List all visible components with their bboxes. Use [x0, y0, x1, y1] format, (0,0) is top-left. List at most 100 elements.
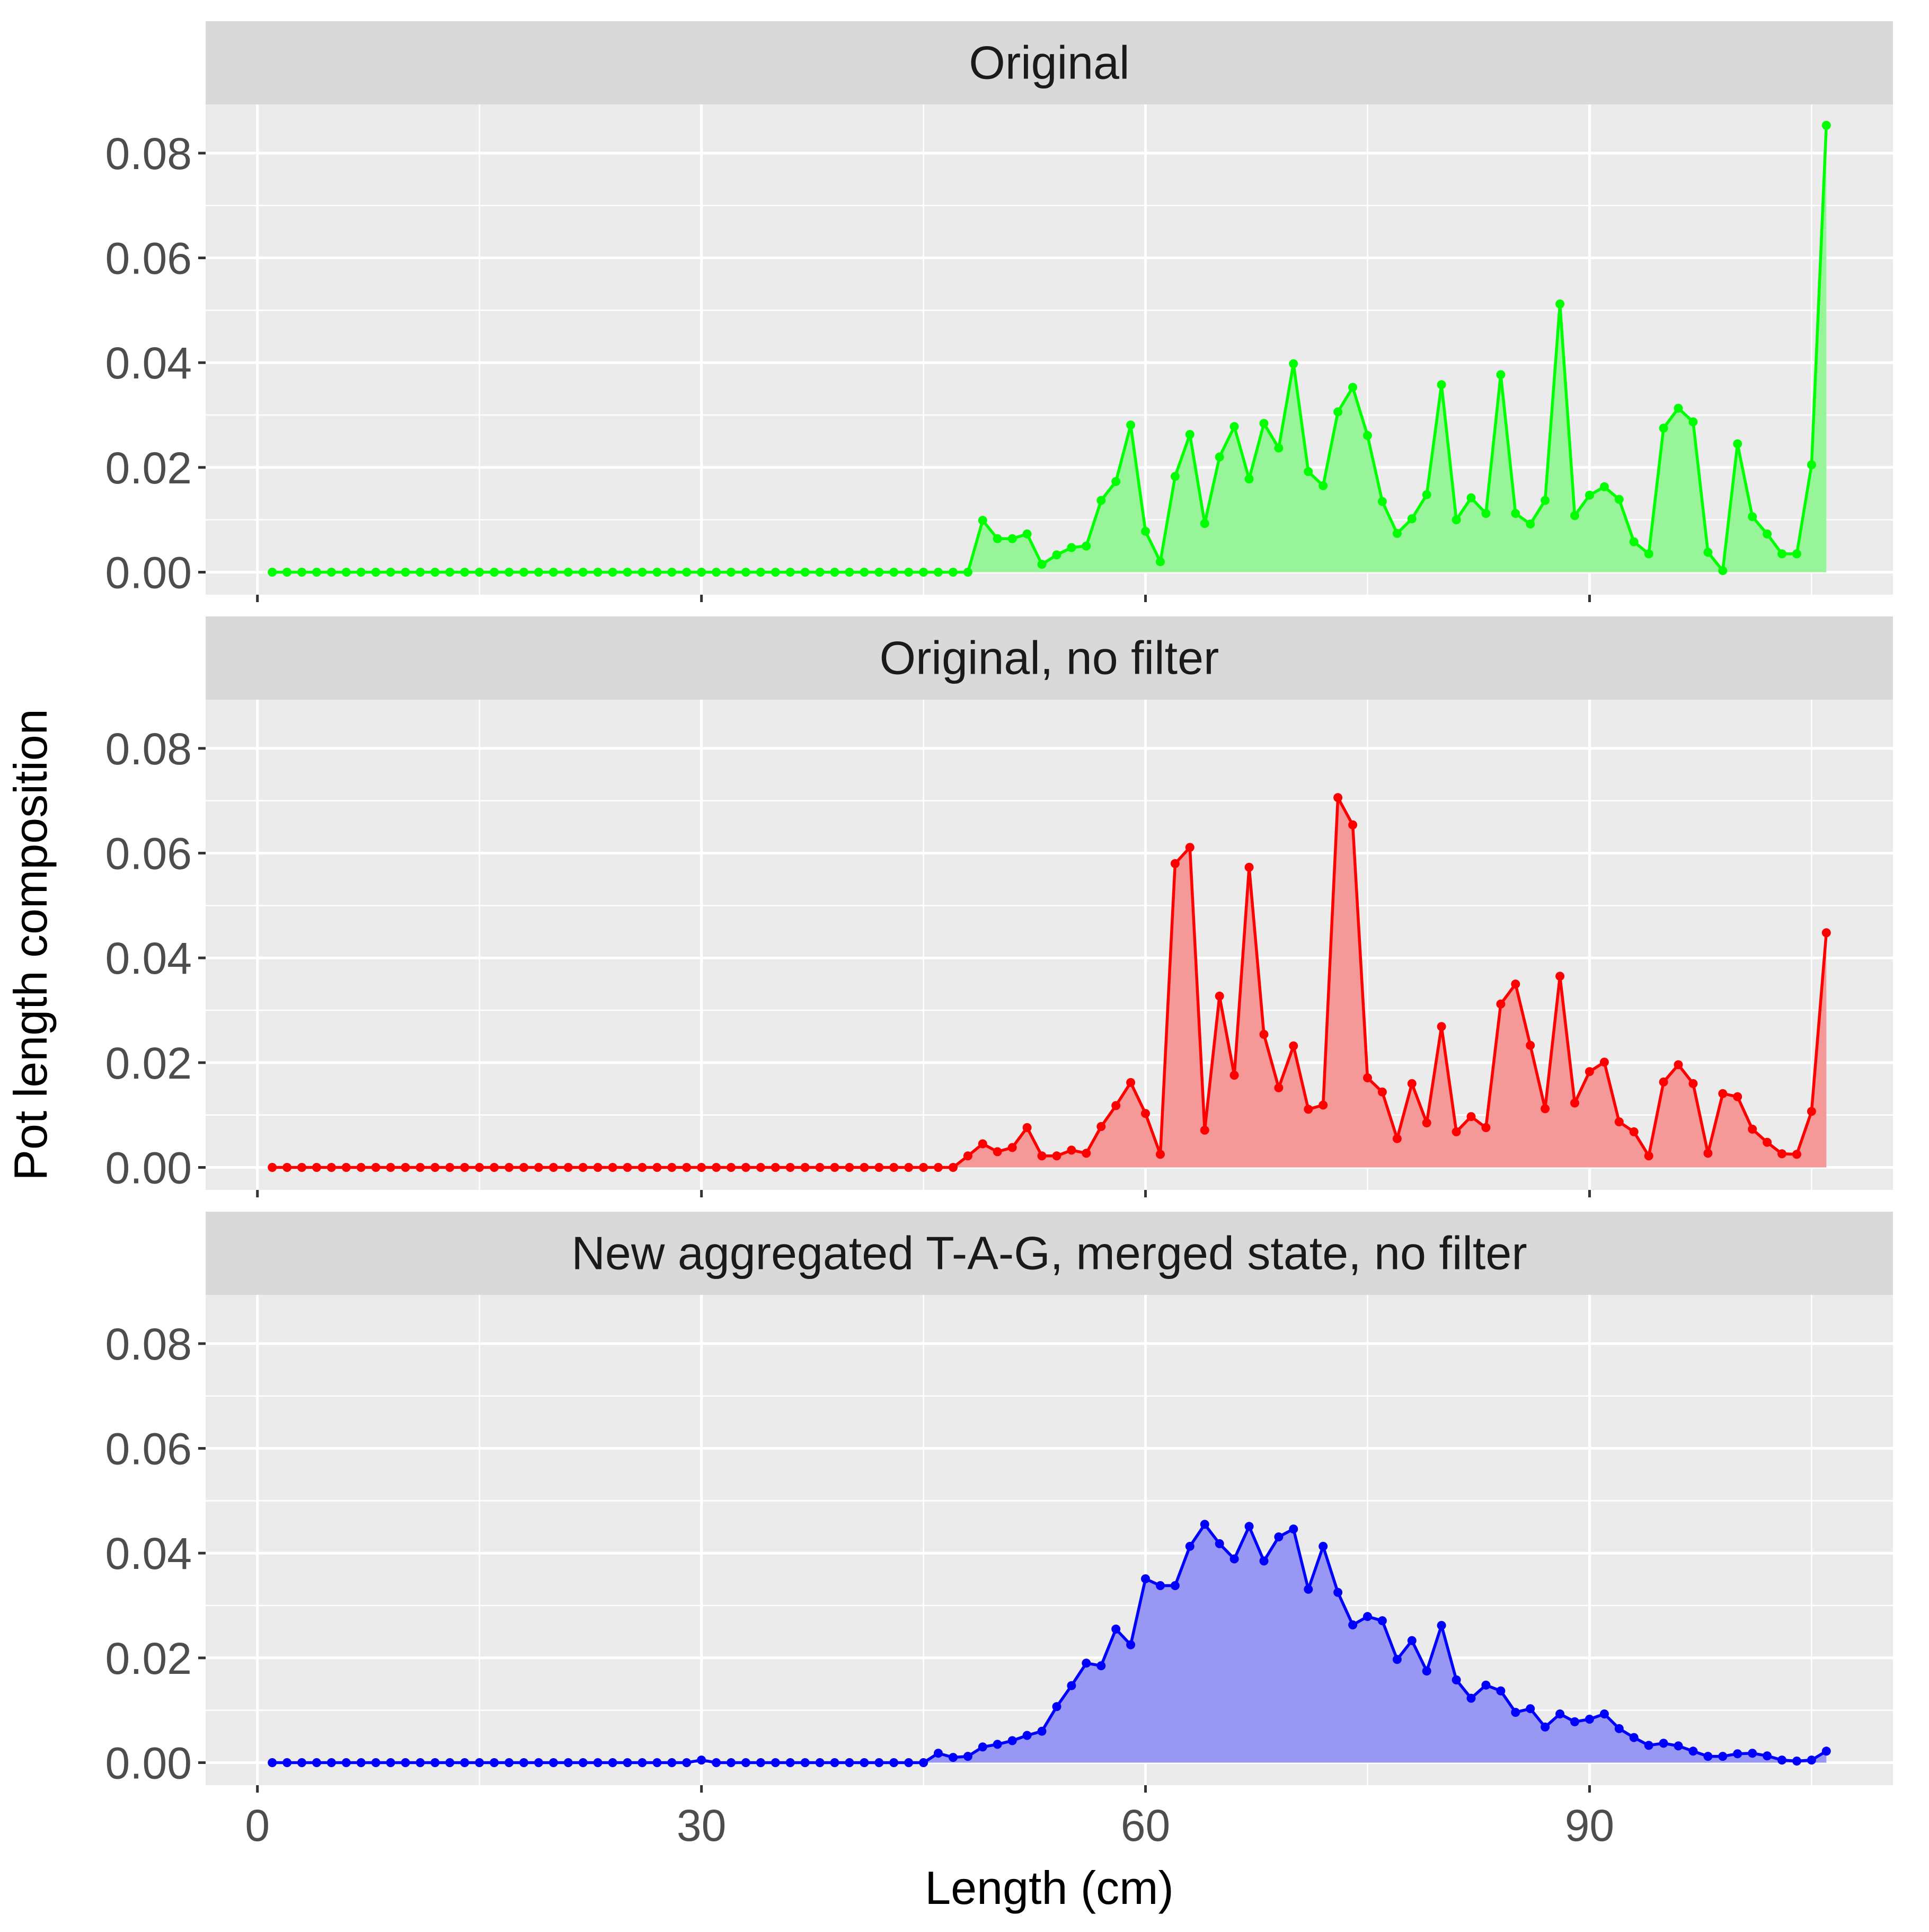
data-point	[963, 568, 972, 577]
data-point	[1215, 991, 1224, 1001]
data-point	[1777, 549, 1786, 559]
data-point	[771, 1163, 780, 1172]
data-point	[1718, 1752, 1728, 1761]
data-point	[697, 568, 706, 577]
data-point	[1763, 1751, 1772, 1761]
data-point	[1022, 1123, 1032, 1132]
data-point	[1156, 1581, 1165, 1590]
series-line	[272, 796, 1828, 1169]
data-point	[401, 1758, 410, 1767]
data-point	[371, 568, 381, 577]
data-point	[1496, 370, 1506, 380]
data-point	[1052, 550, 1061, 560]
data-point	[1007, 1736, 1017, 1745]
data-point	[1792, 1757, 1801, 1766]
data-point	[1096, 1122, 1106, 1131]
data-point	[1156, 1150, 1165, 1159]
data-point	[652, 1758, 662, 1767]
data-point	[1170, 1581, 1180, 1590]
data-point	[889, 568, 899, 577]
data-point	[1644, 1151, 1653, 1161]
data-point	[800, 1163, 810, 1172]
data-point	[1526, 1704, 1535, 1714]
data-point	[445, 1758, 455, 1767]
data-point	[490, 1163, 499, 1172]
data-point	[1511, 1708, 1520, 1717]
data-point	[1141, 1574, 1150, 1584]
data-point	[1377, 1087, 1387, 1097]
data-point	[282, 1163, 292, 1172]
data-point	[1763, 1137, 1772, 1147]
data-point	[919, 1758, 928, 1767]
data-point	[1526, 519, 1535, 529]
data-point	[993, 1147, 1002, 1157]
data-point	[1170, 859, 1180, 868]
data-point	[1333, 407, 1343, 417]
data-point	[1377, 497, 1387, 506]
data-point	[1555, 972, 1565, 981]
data-point	[1082, 1149, 1091, 1158]
panel-strip-title: Original	[969, 37, 1129, 89]
data-point	[1614, 1117, 1624, 1126]
data-point	[1185, 1541, 1194, 1551]
data-point	[638, 1163, 647, 1172]
data-point	[652, 1163, 662, 1172]
data-point	[1674, 1060, 1683, 1070]
data-point	[800, 1758, 810, 1767]
data-point	[1452, 1675, 1461, 1684]
data-point	[1392, 1134, 1402, 1143]
data-point	[1096, 496, 1106, 505]
data-point	[505, 568, 514, 577]
data-point	[1599, 482, 1609, 491]
data-point	[1629, 1733, 1639, 1742]
data-point	[1289, 359, 1298, 368]
data-point	[593, 1758, 603, 1767]
y-tick-label: 0.06	[105, 1424, 192, 1474]
data-point	[401, 1163, 410, 1172]
data-point	[371, 1758, 381, 1767]
data-point	[667, 568, 677, 577]
data-point	[341, 568, 351, 577]
data-point	[1437, 380, 1446, 390]
data-point	[978, 1742, 987, 1752]
y-tick-label: 0.08	[105, 129, 192, 179]
data-point	[1377, 1616, 1387, 1626]
data-point	[1082, 1658, 1091, 1668]
panel-background	[206, 104, 1893, 595]
data-point	[297, 568, 306, 577]
data-point	[1126, 1640, 1136, 1649]
data-point	[919, 568, 928, 577]
data-point	[1614, 1724, 1624, 1733]
data-point	[519, 568, 528, 577]
data-point	[1644, 549, 1653, 559]
data-point	[1481, 1680, 1491, 1690]
data-point	[638, 1758, 647, 1767]
data-point	[1452, 1127, 1461, 1136]
data-point	[682, 1163, 692, 1172]
data-point	[1185, 843, 1194, 852]
panel-2: Original, no filter 0.00 0.02 0.04 0.06 0.08	[105, 616, 1893, 1197]
data-point	[505, 1163, 514, 1172]
data-point	[326, 1163, 336, 1172]
data-point	[949, 1163, 958, 1172]
panel-strip	[206, 1212, 1893, 1295]
data-point	[608, 568, 617, 577]
data-point	[386, 1758, 395, 1767]
data-point	[874, 1758, 884, 1767]
data-point	[1052, 1702, 1061, 1712]
data-point	[860, 1758, 869, 1767]
data-point	[534, 568, 543, 577]
data-point	[312, 1163, 321, 1172]
data-point	[1333, 793, 1343, 802]
data-point	[1304, 467, 1313, 477]
data-point	[623, 568, 632, 577]
data-point	[475, 1758, 484, 1767]
data-point	[1526, 1040, 1535, 1050]
data-point	[1763, 529, 1772, 539]
data-point	[386, 1163, 395, 1172]
data-point	[904, 568, 914, 577]
data-point	[1200, 519, 1209, 528]
data-point	[1422, 1118, 1431, 1127]
